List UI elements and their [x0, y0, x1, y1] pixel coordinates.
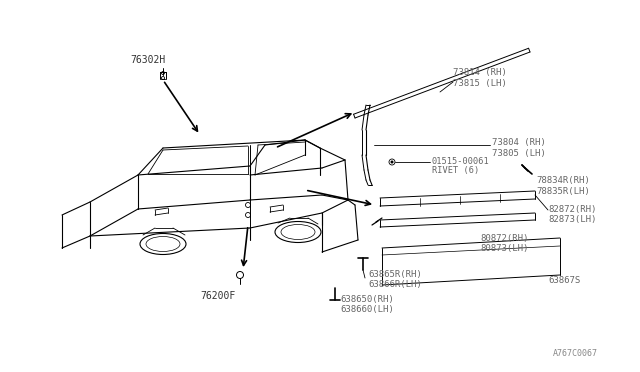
Text: 73815 (LH): 73815 (LH)	[453, 79, 507, 88]
Text: 638660(LH): 638660(LH)	[340, 305, 394, 314]
Text: 80873(LH): 80873(LH)	[480, 244, 529, 253]
Text: A767C0067: A767C0067	[553, 349, 598, 358]
Text: 73805 (LH): 73805 (LH)	[492, 149, 546, 158]
Text: 63866R(LH): 63866R(LH)	[368, 280, 422, 289]
Text: 73804 (RH): 73804 (RH)	[492, 138, 546, 147]
Text: RIVET (6): RIVET (6)	[432, 166, 479, 175]
Text: 01515-00061: 01515-00061	[432, 157, 490, 166]
Text: 78835R(LH): 78835R(LH)	[536, 187, 589, 196]
Text: 78834R(RH): 78834R(RH)	[536, 176, 589, 185]
Text: 82872(RH): 82872(RH)	[548, 205, 596, 214]
Text: 76200F: 76200F	[200, 291, 236, 301]
Text: 63865R(RH): 63865R(RH)	[368, 270, 422, 279]
Text: 76302H: 76302H	[131, 55, 166, 65]
Circle shape	[390, 160, 394, 164]
Text: 638650(RH): 638650(RH)	[340, 295, 394, 304]
Text: 63867S: 63867S	[548, 276, 580, 285]
Text: 82873(LH): 82873(LH)	[548, 215, 596, 224]
Text: 73814 (RH): 73814 (RH)	[453, 68, 507, 77]
Text: 80872(RH): 80872(RH)	[480, 234, 529, 243]
